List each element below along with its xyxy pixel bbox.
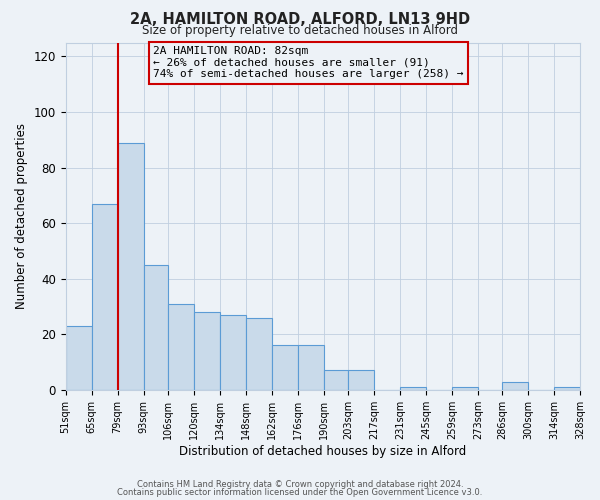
Bar (400, 387, 426, 390)
Bar (554, 387, 580, 390)
Bar (348, 370, 374, 390)
Bar (92, 204, 118, 390)
Bar (272, 346, 298, 390)
Bar (168, 304, 194, 390)
Bar (502, 382, 528, 390)
Bar (298, 346, 324, 390)
Bar (194, 312, 220, 390)
Bar (324, 370, 348, 390)
Bar (220, 315, 246, 390)
Text: 2A, HAMILTON ROAD, ALFORD, LN13 9HD: 2A, HAMILTON ROAD, ALFORD, LN13 9HD (130, 12, 470, 28)
Text: Size of property relative to detached houses in Alford: Size of property relative to detached ho… (142, 24, 458, 37)
Y-axis label: Number of detached properties: Number of detached properties (15, 123, 28, 309)
Text: Contains HM Land Registry data © Crown copyright and database right 2024.: Contains HM Land Registry data © Crown c… (137, 480, 463, 489)
Bar (65, 326, 92, 390)
Bar (246, 318, 272, 390)
Text: Contains public sector information licensed under the Open Government Licence v3: Contains public sector information licen… (118, 488, 482, 497)
Bar (143, 265, 168, 390)
X-axis label: Distribution of detached houses by size in Alford: Distribution of detached houses by size … (179, 444, 466, 458)
Text: 2A HAMILTON ROAD: 82sqm
← 26% of detached houses are smaller (91)
74% of semi-de: 2A HAMILTON ROAD: 82sqm ← 26% of detache… (153, 46, 464, 79)
Bar (118, 142, 143, 390)
Bar (452, 387, 478, 390)
